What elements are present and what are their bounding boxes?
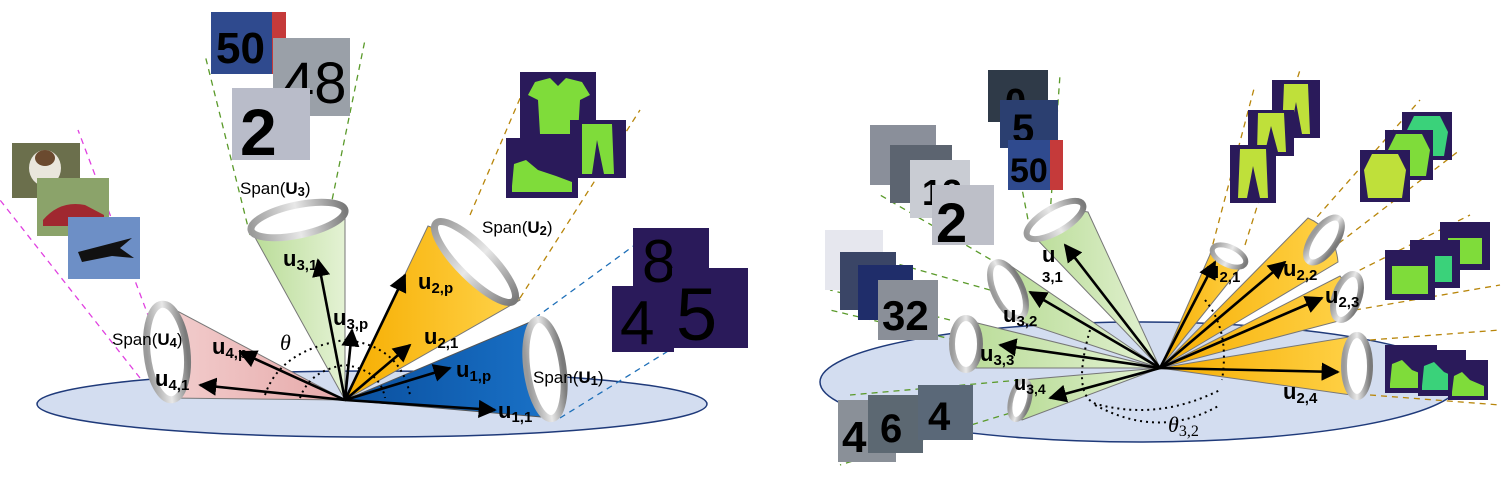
shoe-stack [1385,345,1488,400]
cone-u1 [344,315,568,423]
fashion-image-stack [506,72,626,198]
vector-u24-r [1159,362,1340,381]
label-u4p: u4,p [212,334,247,362]
right-vectors [998,243,1340,403]
label-u3p: u3,p [333,305,368,333]
label-u2p: u2,p [418,269,453,297]
vector-u3p [341,328,360,401]
svhn-digit: 4 [928,395,951,439]
label-u31: u3,1 [283,246,317,274]
mnist-image-5 [672,268,748,348]
svhn-digit-2: 2 [240,95,277,169]
vector-u21-r [1158,260,1217,369]
svhn-tile [878,280,938,340]
vector-u31 [312,258,347,401]
mnist-image-4 [612,286,674,352]
cone-u21 [1159,242,1249,369]
vector-u11 [344,398,497,418]
vector-u4p [238,350,346,402]
mnist-image-stack: 8 4 5 [612,228,748,358]
svhn-digit: 32 [882,292,929,339]
svhn-tile [868,395,923,453]
span-u2-label: Span(U2) [482,218,553,238]
svhn-digit: 50 [1010,152,1048,190]
theta-label-right: θ3,2 [1168,412,1199,440]
cifar-image-stack [12,143,140,279]
cone-u31 [1023,197,1161,369]
span-u1-label: Span(U1) [533,368,604,388]
bag-stack [1385,222,1490,300]
svhn-stack-bottom: 4 6 4 [838,385,973,462]
label-u11: u1,1 [498,398,532,426]
mnist-digit-8: 8 [642,228,675,295]
right-angle-arcs [1081,299,1225,424]
cone-u24 [1159,332,1373,400]
left-diagram: 50 48 2 8 4 5 [0,12,748,438]
svhn-image-stack-top: 50 48 2 [211,12,350,169]
vector-u2p [343,273,407,401]
pants-stack [1230,80,1320,203]
label-u23-r: u2,3 [1325,283,1359,311]
vector-u1p [344,364,452,402]
svhn-tile [932,185,994,245]
label-u21-r: u2,1 [1206,258,1240,286]
svhn-stack-top: 0 5 50 [988,70,1063,190]
svhn-tile [918,385,973,440]
svhn-digit: 2 [936,191,967,254]
label-u1p: u1,p [456,357,491,385]
right-diagram: 0 5 50 12 2 32 4 6 4 [819,69,1501,466]
svhn-image-2 [232,88,310,160]
label-u31-r: u 3,1 [1042,242,1063,286]
label-u22-r: u2,2 [1283,256,1317,284]
mnist-digit-4: 4 [620,289,654,358]
vector-u34-r [1048,366,1161,403]
span-u3-label: Span(U3) [240,179,311,199]
theta-label-left: θ [280,330,291,355]
svhn-digit-50: 50 [216,24,265,73]
label-u24-r: u2,4 [1283,379,1318,407]
svhn-stack-mid-left: 32 [825,230,938,340]
vector-u21 [344,343,412,401]
svhn-digit: 6 [880,407,902,451]
vector-u41 [198,377,346,402]
cone-u34 [1007,367,1161,422]
span-u4-label: Span(U4) [112,330,183,350]
left-vectors [198,258,497,418]
coat-stack [1360,112,1452,202]
label-u34-r: u3,4 [1014,373,1046,397]
label-u33-r: u3,3 [980,341,1014,369]
vector-u22-r [1159,260,1287,369]
label-u21: u2,1 [424,324,458,352]
cone-u32 [987,259,1161,369]
vector-u23-r [1159,296,1324,370]
label-u32-r: u3,2 [1003,302,1037,330]
vector-u31-r [1063,243,1162,369]
vector-u32-r [1028,290,1161,370]
mnist-digit-5: 5 [676,273,717,356]
svhn-stack-left: 12 2 [870,125,994,254]
vector-u33-r [998,338,1161,370]
label-u41: u4,1 [155,366,189,394]
svhn-digit: 4 [842,413,867,462]
cone-u3 [247,198,349,402]
